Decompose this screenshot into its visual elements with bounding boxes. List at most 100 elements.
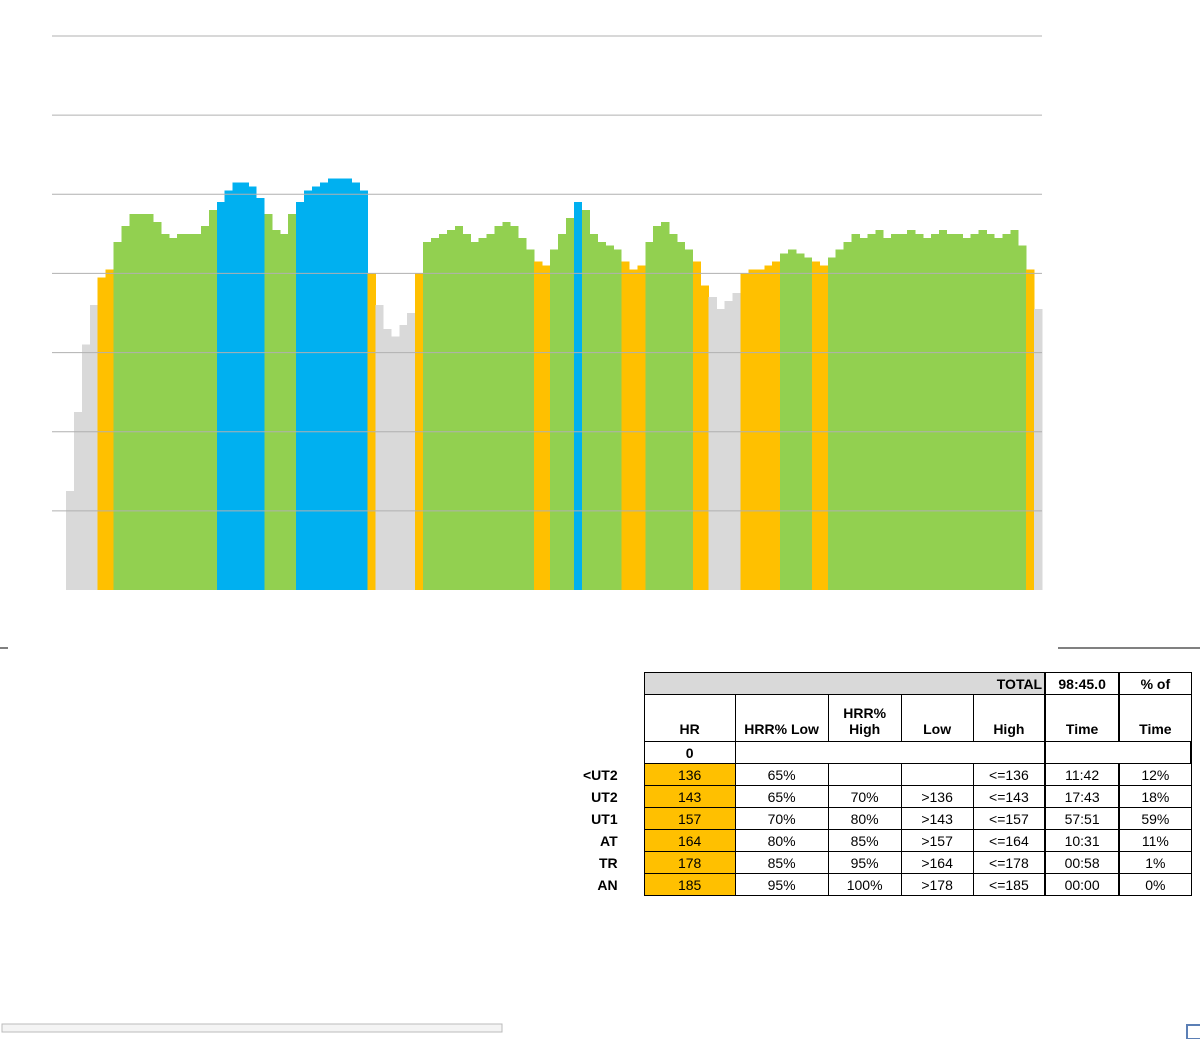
bar xyxy=(867,233,876,590)
bar xyxy=(732,293,741,590)
bar xyxy=(716,309,725,590)
bar xyxy=(637,265,646,590)
bar xyxy=(359,190,368,591)
bar xyxy=(89,305,99,590)
cell: 80% xyxy=(734,829,829,852)
scrollbar[interactable] xyxy=(1,1023,503,1033)
cell: 95% xyxy=(734,873,829,896)
cell: 12% xyxy=(1118,763,1192,786)
bar xyxy=(66,491,75,590)
row: AN 185 95% 100% >178 <=185 00:00 0% xyxy=(581,873,1192,896)
selection-box xyxy=(1186,1024,1200,1039)
bar xyxy=(446,229,456,590)
bar xyxy=(311,186,321,590)
cell: 00:58 xyxy=(1044,851,1121,874)
row: TOTAL 98:45.0% of xyxy=(581,672,1192,695)
bar xyxy=(756,269,765,590)
bar xyxy=(589,233,598,590)
bar xyxy=(597,241,606,590)
bar xyxy=(288,214,297,591)
bar xyxy=(891,233,900,590)
cell: 59% xyxy=(1118,807,1192,830)
bar xyxy=(748,269,757,590)
cell: >157 xyxy=(900,829,974,852)
bar xyxy=(327,178,337,590)
bar xyxy=(121,225,130,590)
bar xyxy=(335,178,345,590)
bar xyxy=(272,229,281,590)
bar xyxy=(954,233,963,590)
bar xyxy=(946,233,956,590)
bar xyxy=(407,313,416,590)
bar xyxy=(669,233,678,590)
bar xyxy=(970,233,979,590)
bar xyxy=(819,265,829,590)
bar xyxy=(915,233,924,590)
cell xyxy=(581,742,644,764)
bar xyxy=(383,328,392,590)
cell xyxy=(1044,741,1193,764)
bar xyxy=(264,214,273,591)
cell: 0% xyxy=(1118,873,1192,896)
bar xyxy=(81,344,91,590)
bar xyxy=(256,198,265,590)
bar xyxy=(859,237,868,591)
row: <UT2 136 65% <=136 11:42 12% xyxy=(581,763,1192,786)
bar xyxy=(351,182,360,590)
cell: TOTAL xyxy=(643,672,1046,695)
bar xyxy=(375,305,384,590)
bar xyxy=(875,229,884,590)
cell: <=178 xyxy=(972,851,1046,874)
bar xyxy=(431,237,440,591)
bar xyxy=(883,237,892,591)
bar xyxy=(232,182,241,590)
cell: <=143 xyxy=(972,785,1046,808)
cell: HRR% Low xyxy=(734,694,829,742)
cell: 98:45.0 xyxy=(1044,672,1121,695)
bar xyxy=(454,225,464,590)
cell: UT1 xyxy=(591,810,618,827)
bar xyxy=(161,233,170,590)
bar xyxy=(629,269,638,590)
bar xyxy=(478,237,487,591)
bar xyxy=(391,336,400,590)
bar xyxy=(557,233,567,590)
cell: 18% xyxy=(1118,785,1192,808)
bar xyxy=(645,241,654,590)
row: AT 164 80% 85% >157 <=164 10:31 11% xyxy=(581,829,1192,852)
bar xyxy=(486,233,495,590)
bar xyxy=(1018,245,1027,590)
bar xyxy=(811,261,821,590)
bar xyxy=(684,249,694,590)
bar xyxy=(780,253,789,590)
bar xyxy=(581,210,591,590)
bar xyxy=(788,249,797,590)
cell: >164 xyxy=(900,851,974,874)
cell: 11% xyxy=(1118,829,1192,852)
bar xyxy=(502,221,511,590)
bar xyxy=(526,249,535,590)
cell: 178 xyxy=(643,851,736,874)
cell xyxy=(734,741,1046,764)
cell xyxy=(581,695,644,742)
row: UT1 157 70% 80% >143 <=157 57:51 59% xyxy=(581,807,1192,830)
bar xyxy=(319,182,329,590)
cell: 100% xyxy=(827,873,902,896)
cell: 10:31 xyxy=(1044,829,1121,852)
bar xyxy=(224,190,233,591)
bar xyxy=(518,237,527,591)
cell xyxy=(900,763,974,786)
bar xyxy=(129,214,138,591)
bar xyxy=(399,324,408,590)
cell: 80% xyxy=(827,807,902,830)
bar xyxy=(343,178,352,590)
bar xyxy=(192,233,202,590)
bar xyxy=(827,257,836,590)
cell: 85% xyxy=(827,829,902,852)
cell: 0 xyxy=(643,741,736,764)
cell xyxy=(581,673,644,695)
bar xyxy=(700,285,710,590)
bar xyxy=(137,214,146,591)
bar xyxy=(542,265,551,590)
cell: 136 xyxy=(643,763,736,786)
